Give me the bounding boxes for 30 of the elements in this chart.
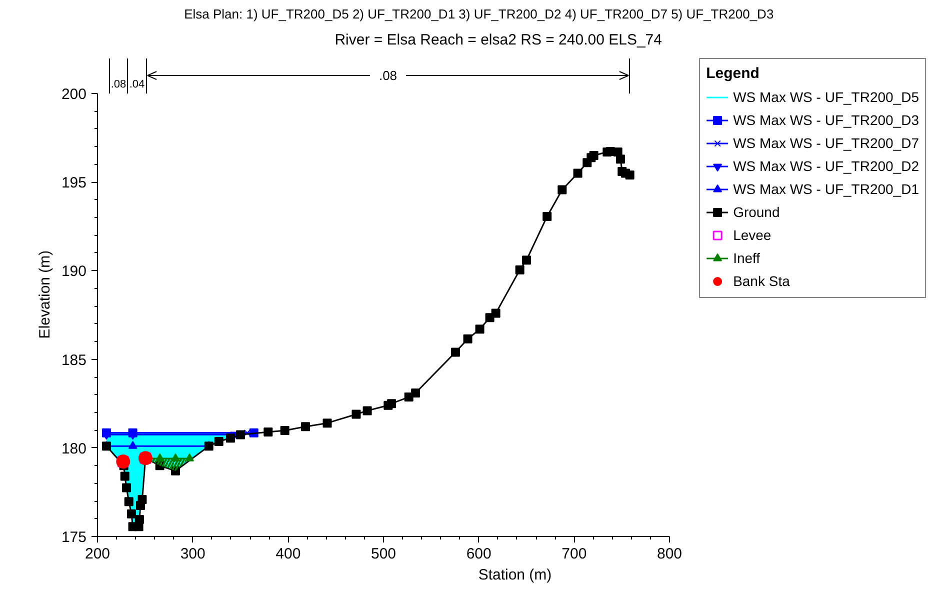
legend-label: WS Max WS - UF_TR200_D1 xyxy=(733,181,919,197)
y-tick-label: 200 xyxy=(61,86,87,103)
y-tick-label: 180 xyxy=(61,440,87,458)
x-tick-label: 700 xyxy=(562,546,587,562)
x-tick-label: 300 xyxy=(180,546,206,562)
text: .08 xyxy=(110,78,126,90)
y-tick-label: 195 xyxy=(61,174,87,192)
y-tick-label: 185 xyxy=(61,352,87,369)
legend-label: WS Max WS - UF_TR200_D7 xyxy=(733,135,919,151)
legend-label: Bank Sta xyxy=(733,273,790,289)
legend-title: Legend xyxy=(706,65,760,82)
y-tick-label: 190 xyxy=(61,263,87,280)
x-tick-label: 500 xyxy=(370,546,396,562)
chart-subtitle: River = Elsa Reach = elsa2 RS = 240.00 ELS_74 xyxy=(334,32,662,48)
legend-label: WS Max WS - UF_TR200_D2 xyxy=(733,158,919,174)
legend-label: WS Max WS - UF_TR200_D3 xyxy=(733,112,919,128)
x-tick-label: 800 xyxy=(656,546,682,562)
legend-label: Ground xyxy=(733,204,780,220)
text: .08 xyxy=(378,68,398,83)
x-tick-label: 200 xyxy=(84,546,110,562)
x-tick-label: 600 xyxy=(466,546,492,562)
legend-label: Ineff xyxy=(733,250,760,266)
chart-title: Elsa Plan: 1) UF_TR200_D5 2) UF_TR200_D1 3) UF_TR200_D2 4) UF_TR200_D7 5) UF_TR200_D3 xyxy=(184,6,774,22)
legend-label: WS Max WS - UF_TR200_D5 xyxy=(733,89,919,105)
x-tick-label: 400 xyxy=(276,546,301,562)
y-axis-title: Elevation (m) xyxy=(36,250,54,339)
y-tick-label: 175 xyxy=(61,529,87,546)
x-axis-title: Station (m) xyxy=(478,566,552,584)
text: .04 xyxy=(129,78,145,90)
legend-label: Levee xyxy=(733,227,772,243)
